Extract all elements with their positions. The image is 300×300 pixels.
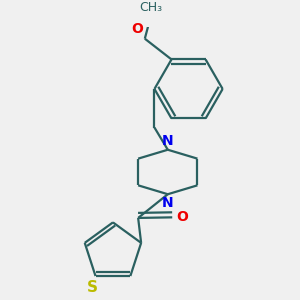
Text: CH₃: CH₃: [139, 1, 162, 14]
Text: O: O: [131, 22, 143, 36]
Text: N: N: [162, 196, 174, 210]
Text: S: S: [86, 280, 98, 296]
Text: N: N: [162, 134, 174, 148]
Text: O: O: [176, 210, 188, 224]
